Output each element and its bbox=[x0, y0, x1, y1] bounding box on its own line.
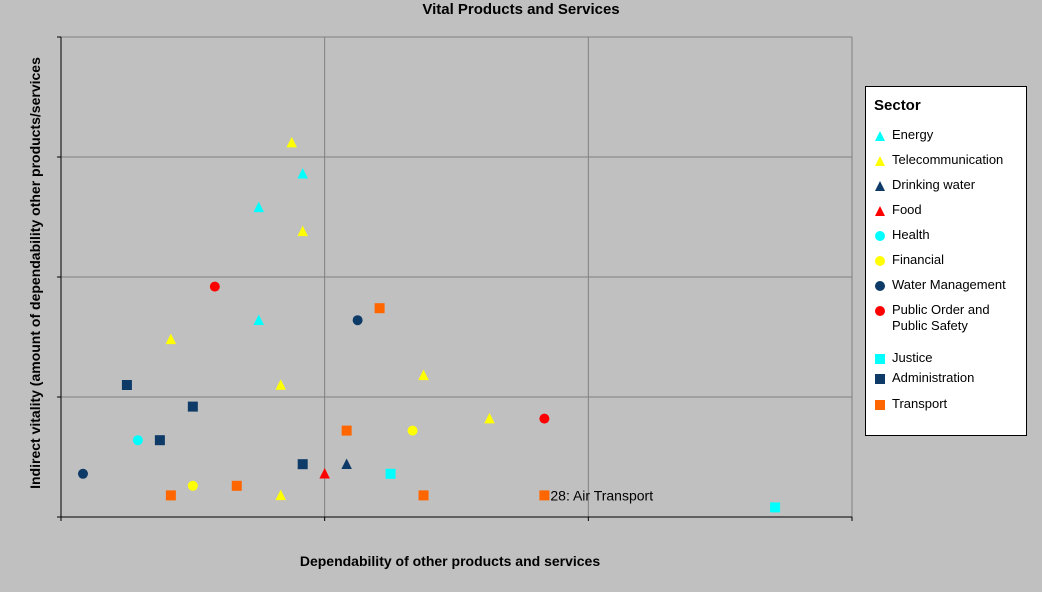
data-point-energy bbox=[253, 201, 264, 213]
legend-label: Energy bbox=[892, 127, 934, 142]
data-point-water-management bbox=[352, 315, 363, 326]
legend-label: Health bbox=[892, 227, 930, 242]
data-point-justice bbox=[770, 502, 781, 513]
legend-label: Water Management bbox=[892, 277, 1006, 292]
legend-label: Administration bbox=[892, 370, 975, 385]
data-point-transport bbox=[418, 490, 429, 501]
legend-label: Telecommunication bbox=[892, 152, 1004, 167]
data-point-health bbox=[132, 435, 143, 446]
data-point-drinking-water bbox=[341, 458, 352, 469]
data-point-water-management bbox=[77, 468, 88, 479]
data-point-transport bbox=[165, 490, 176, 501]
data-point-administration bbox=[154, 435, 165, 446]
legend-marker-financial bbox=[875, 256, 885, 266]
data-point-financial bbox=[187, 480, 198, 491]
data-point-public-order-and-public-safety bbox=[539, 413, 550, 424]
data-point-transport bbox=[231, 480, 242, 491]
legend-marker-food bbox=[875, 206, 885, 216]
legend-label: Transport bbox=[892, 396, 948, 411]
x-axis-label: Dependability of other products and serv… bbox=[299, 553, 601, 569]
data-point-telecommunication bbox=[286, 136, 297, 148]
legend-marker-administration bbox=[875, 374, 885, 384]
data-point-telecommunication bbox=[418, 369, 429, 381]
data-point-telecommunication bbox=[165, 333, 177, 345]
legend-label: Food bbox=[892, 202, 922, 217]
legend-label: Justice bbox=[892, 350, 933, 365]
data-point-administration bbox=[121, 380, 132, 390]
legend-marker-transport bbox=[875, 400, 885, 410]
legend-marker-energy bbox=[875, 131, 885, 141]
data-point-transport bbox=[539, 490, 550, 501]
data-point-public-order-and-public-safety bbox=[209, 281, 220, 292]
data-point-administration bbox=[187, 401, 198, 412]
data-point-food bbox=[319, 468, 330, 479]
data-point-energy bbox=[253, 314, 264, 325]
legend: Sector Energy Telecommunication Drinking w… bbox=[865, 86, 1027, 436]
data-point-transport bbox=[374, 303, 385, 314]
data-point-financial bbox=[407, 425, 418, 436]
data-label: 28: Air Transport bbox=[550, 487, 653, 503]
chart-title: Vital Products and Services bbox=[422, 1, 620, 18]
data-point-telecommunication bbox=[297, 225, 308, 237]
legend-marker-drinking-water bbox=[875, 181, 885, 191]
legend-marker-telecommunication bbox=[875, 156, 885, 166]
legend-label: Financial bbox=[892, 252, 945, 267]
data-point-energy bbox=[297, 168, 308, 179]
legend-marker-water-management bbox=[875, 281, 885, 291]
legend-label: Public Order and Public Safety bbox=[892, 302, 990, 333]
legend-label: Drinking water bbox=[892, 177, 976, 192]
data-point-telecommunication bbox=[484, 412, 495, 424]
data-point-telecommunication bbox=[275, 379, 286, 390]
data-point-administration bbox=[297, 459, 308, 470]
legend-marker-justice bbox=[875, 354, 885, 364]
data-point-justice bbox=[385, 468, 396, 479]
legend-title: Sector bbox=[874, 97, 921, 114]
data-point-telecommunication bbox=[275, 489, 286, 501]
data-point-transport bbox=[341, 425, 352, 436]
legend-marker-health bbox=[875, 231, 885, 241]
legend-marker-public-order-and-public-safety bbox=[875, 306, 885, 316]
